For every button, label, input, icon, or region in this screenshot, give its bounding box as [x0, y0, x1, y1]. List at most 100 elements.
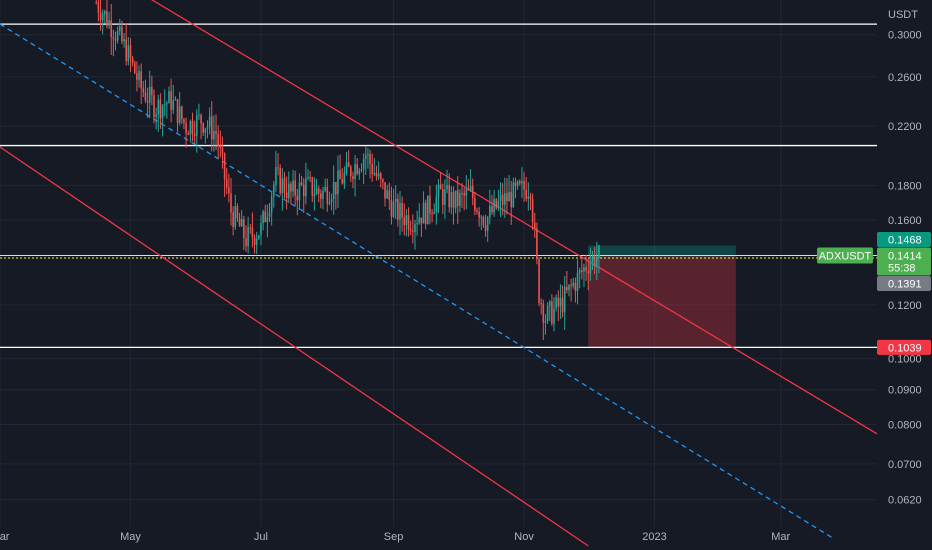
candle-body [386, 190, 388, 199]
candle-body [240, 219, 243, 227]
current-price-tag-bg [877, 247, 931, 276]
candle-body [461, 192, 463, 194]
candle-body [221, 147, 224, 154]
candle-body [253, 237, 256, 245]
candle-body [121, 26, 123, 42]
candle-body [238, 218, 241, 227]
candle-body [106, 11, 108, 26]
candle-body [518, 181, 521, 184]
candle-body [540, 303, 542, 305]
candle-body [155, 114, 157, 118]
candle-body [495, 199, 498, 208]
candle-body [544, 321, 547, 323]
candle-body [576, 272, 579, 292]
position-profit-zone[interactable] [588, 245, 736, 257]
position-loss-zone[interactable] [588, 256, 736, 348]
candle-body [589, 262, 592, 274]
candle-body [595, 258, 598, 267]
candle-body [234, 206, 237, 228]
symbol-tag-text: ADXUSDT [819, 251, 872, 263]
candle-body [204, 128, 207, 133]
candle-body [397, 198, 399, 220]
y-tick-label: 0.0700 [888, 459, 922, 471]
channel-trendline[interactable] [107, 0, 878, 435]
candle-body [369, 154, 371, 165]
candle-body [320, 193, 322, 199]
x-tick-label: 2023 [642, 531, 666, 543]
grid-lines [0, 0, 877, 527]
candle-body [151, 86, 153, 96]
candle-body [339, 170, 341, 179]
candle-body [399, 203, 401, 220]
candle-body [561, 297, 564, 313]
candle-body [360, 169, 363, 171]
candle-body [501, 194, 504, 205]
candle-body [499, 194, 502, 202]
y-tick-label: 0.1800 [888, 180, 922, 192]
candle-body [123, 39, 125, 42]
candle-body [489, 206, 491, 218]
candle-body [208, 116, 211, 127]
candle-body [583, 267, 585, 272]
candle-body [116, 31, 119, 41]
candle-body [367, 154, 369, 156]
candle-body [456, 190, 459, 206]
candle-body [412, 231, 414, 233]
candle-body [133, 62, 136, 74]
candle-body [405, 215, 408, 226]
candle-body [225, 179, 228, 188]
candle-body [283, 178, 286, 193]
dashed-trendline[interactable] [0, 23, 833, 539]
candle-body [101, 14, 104, 21]
candle-body [228, 187, 230, 194]
candle-body [350, 166, 352, 177]
x-tick-label: May [120, 531, 141, 543]
candle-body [566, 286, 568, 291]
y-tick-label: 0.3000 [888, 30, 922, 42]
candle-body [459, 192, 461, 206]
candle-body [581, 270, 583, 272]
candle-body [508, 191, 510, 202]
x-tick-label: Mar [771, 531, 790, 543]
candle-body [497, 201, 500, 208]
y-tick-label: 0.1200 [888, 300, 922, 312]
candle-body [332, 182, 335, 199]
candle-body [337, 170, 339, 195]
candle-body [136, 73, 138, 80]
candle-body [174, 99, 177, 101]
candle-body [266, 217, 269, 222]
candle-body [476, 210, 478, 212]
candle-body [215, 131, 217, 135]
candle-body [298, 182, 301, 201]
candle-body [247, 227, 249, 247]
candle-body [251, 227, 254, 238]
channel-trendline[interactable] [0, 146, 589, 547]
current-price-text: 0.1414 [888, 251, 922, 263]
candle-body [140, 71, 142, 89]
candle-body [112, 37, 115, 39]
candle-body [409, 229, 412, 232]
candle-body [480, 216, 483, 218]
candle-body [108, 20, 110, 26]
candle-body [424, 202, 427, 225]
y-tick-label: 0.1000 [888, 354, 922, 366]
candle-body [189, 121, 192, 136]
candle-body [384, 182, 386, 199]
candle-body [463, 193, 465, 196]
candle-body [258, 235, 260, 239]
candle-body [546, 305, 549, 322]
candle-body [486, 217, 489, 232]
candle-body [484, 225, 487, 232]
candle-body [371, 164, 373, 175]
candle-body [127, 45, 130, 62]
candle-body [272, 184, 275, 197]
candle-body [305, 178, 307, 197]
candle-body [516, 181, 519, 187]
candle-body [514, 182, 517, 187]
candle-body [129, 45, 132, 59]
candle-body [414, 224, 416, 233]
candle-body [223, 153, 226, 180]
candle-body [536, 228, 538, 260]
